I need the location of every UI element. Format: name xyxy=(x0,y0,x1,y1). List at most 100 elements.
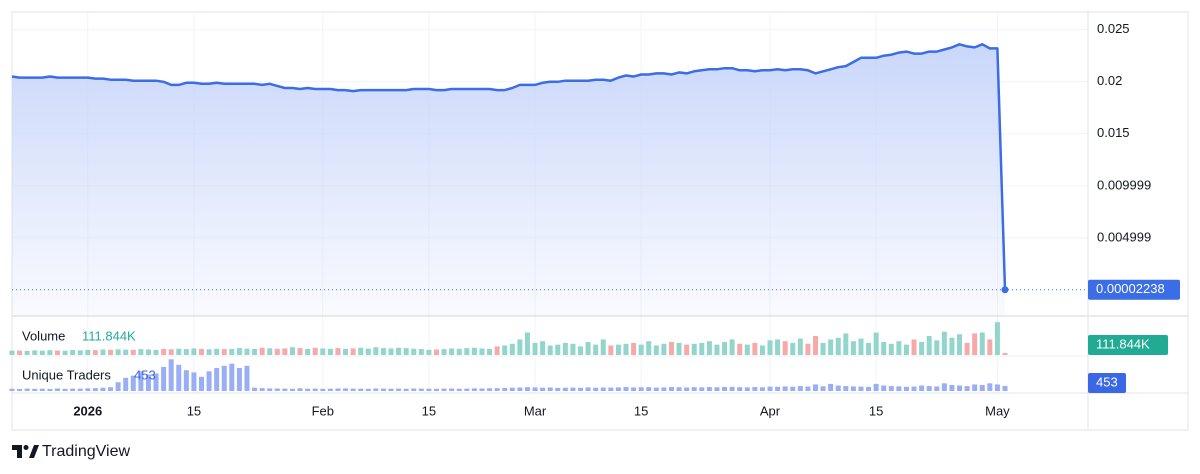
volume-bar xyxy=(972,333,978,355)
volume-bar xyxy=(767,340,773,355)
traders-bar xyxy=(737,387,743,391)
volume-bar xyxy=(259,347,265,355)
traders-bar xyxy=(964,386,970,391)
x-tick-label: 15 xyxy=(869,403,883,418)
volume-bar xyxy=(593,344,599,355)
traders-bar xyxy=(433,388,439,391)
volume-bar xyxy=(699,342,705,355)
traders-bar xyxy=(903,386,909,391)
traders-legend-title: Unique Traders xyxy=(22,367,111,382)
traders-bar xyxy=(373,388,379,391)
traders-bar xyxy=(403,388,409,391)
volume-bar xyxy=(92,350,98,355)
volume-bar xyxy=(737,343,743,355)
volume-bar xyxy=(752,342,758,355)
traders-bar xyxy=(229,363,235,391)
volume-bar xyxy=(350,348,356,355)
traders-bar xyxy=(638,387,644,391)
volume-bar xyxy=(714,344,720,355)
volume-bar xyxy=(24,350,30,355)
volume-bar xyxy=(775,339,781,355)
volume-bar xyxy=(358,347,364,355)
volume-bar xyxy=(343,348,349,355)
traders-bar xyxy=(161,366,167,391)
traders-legend-value: 453 xyxy=(134,367,156,382)
traders-bar xyxy=(100,387,106,391)
traders-bar xyxy=(77,388,83,391)
traders-bar xyxy=(722,386,728,391)
volume-bar xyxy=(706,341,712,355)
volume-bar xyxy=(471,347,477,355)
last-price-badge xyxy=(1088,279,1180,300)
volume-bar xyxy=(396,347,402,355)
volume-bar xyxy=(790,342,796,355)
volume-bar xyxy=(570,343,576,355)
volume-bar xyxy=(578,346,584,355)
volume-bar xyxy=(828,339,834,355)
volume-bar xyxy=(873,332,879,355)
volume-bar xyxy=(456,348,462,355)
traders-bar xyxy=(62,388,68,391)
x-tick-label: 15 xyxy=(634,403,648,418)
volume-bar xyxy=(994,322,1000,355)
volume-badge-label: 111.844K xyxy=(1096,336,1150,351)
volume-bar xyxy=(866,342,872,355)
volume-bar xyxy=(502,345,508,355)
volume-bar xyxy=(441,349,447,355)
volume-bar xyxy=(327,348,333,355)
traders-bar xyxy=(449,388,455,391)
traders-bar xyxy=(812,384,818,391)
traders-bar xyxy=(388,388,394,391)
volume-bar xyxy=(941,331,947,355)
traders-bar xyxy=(850,386,856,391)
volume-bar xyxy=(267,348,273,355)
volume-bar xyxy=(782,341,788,355)
x-tick-label: 2026 xyxy=(73,403,102,418)
volume-bar xyxy=(418,348,424,355)
traders-bar xyxy=(54,388,60,391)
traders-bar xyxy=(502,387,508,391)
traders-bar xyxy=(684,387,690,391)
volume-bar xyxy=(479,348,485,355)
traders-bar xyxy=(320,388,326,391)
traders-bar xyxy=(259,388,265,391)
traders-bar xyxy=(957,385,963,391)
traders-bar xyxy=(987,383,993,391)
volume-bar xyxy=(85,349,91,355)
traders-bar xyxy=(540,387,546,391)
traders-bar xyxy=(873,383,879,391)
volume-bar xyxy=(691,343,697,355)
traders-bar xyxy=(289,388,295,391)
x-tick-label: May xyxy=(985,403,1010,418)
volume-bar xyxy=(54,350,60,355)
traders-bar xyxy=(191,372,197,391)
volume-bar xyxy=(509,343,515,355)
volume-bar xyxy=(759,345,765,355)
traders-bar xyxy=(32,388,38,391)
volume-bar xyxy=(244,348,250,355)
traders-bar xyxy=(335,388,341,391)
volume-bar xyxy=(70,349,76,355)
volume-bar xyxy=(252,348,258,355)
volume-bar xyxy=(934,340,940,355)
volume-bar xyxy=(214,348,220,355)
traders-bar xyxy=(691,387,697,391)
volume-bar xyxy=(805,343,811,355)
volume-bar xyxy=(843,333,849,355)
price-area xyxy=(12,44,1005,317)
volume-bar xyxy=(653,345,659,355)
volume-bar xyxy=(858,338,864,355)
volume-bar xyxy=(668,342,674,355)
volume-bar xyxy=(183,349,189,355)
traders-bar xyxy=(911,386,917,391)
volume-bar xyxy=(229,348,235,355)
volume-bar xyxy=(820,342,826,355)
y-tick-label: 0.004999 xyxy=(1097,229,1151,244)
traders-badge-label: 453 xyxy=(1096,374,1118,389)
traders-bar xyxy=(411,388,417,391)
traders-bar xyxy=(994,384,1000,391)
volume-bar xyxy=(729,339,735,355)
traders-bar xyxy=(168,359,174,391)
volume-bar xyxy=(199,348,205,355)
